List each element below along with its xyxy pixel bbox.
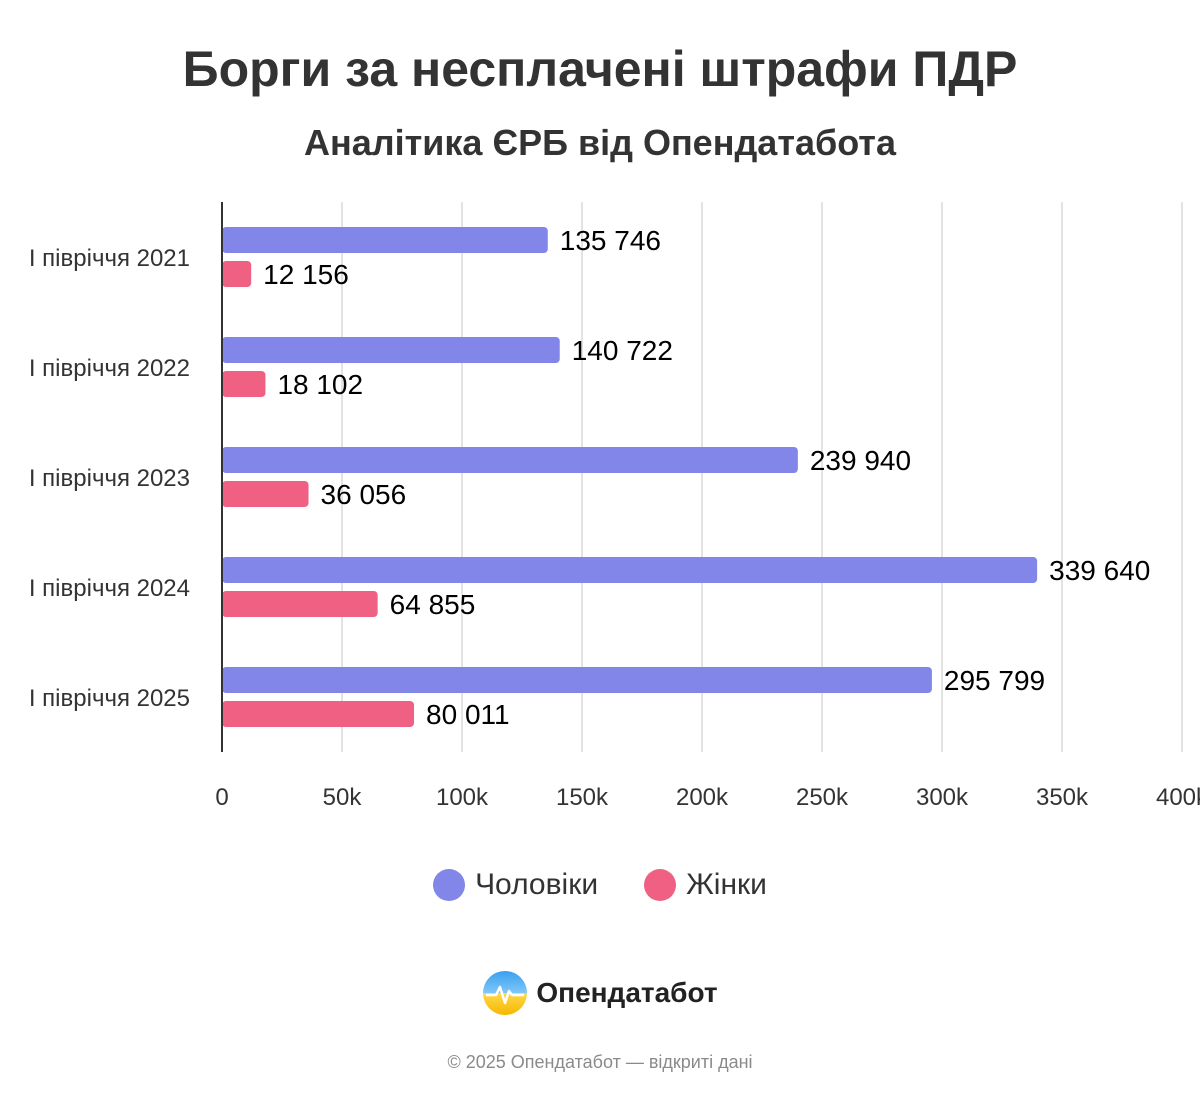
bar-women-2 bbox=[222, 481, 309, 507]
brand-name: Опендатабот bbox=[536, 977, 718, 1008]
x-tick-label-7: 350k bbox=[1036, 784, 1089, 811]
chart-title: Борги за несплачені штрафи ПДР bbox=[182, 41, 1018, 97]
brand: Опендатабот bbox=[0, 970, 1200, 1016]
legend-marker-men bbox=[433, 869, 466, 901]
bar-men-2 bbox=[222, 447, 798, 473]
data-label-women-2: 36 056 bbox=[321, 479, 407, 510]
data-label-men-3: 339 640 bbox=[1049, 555, 1150, 586]
bar-chart: 0 50k 100k 150k 200k 250k 300k 350k 400k І півріч… bbox=[29, 202, 1200, 811]
bar-men-0 bbox=[222, 227, 548, 253]
legend-label-women: Жінки bbox=[686, 868, 767, 901]
x-tick-label-5: 250k bbox=[796, 784, 849, 811]
bar-women-1 bbox=[222, 371, 266, 397]
bar-men-4 bbox=[222, 667, 932, 693]
data-label-women-4: 80 011 bbox=[426, 699, 510, 730]
chart-legend: Чоловіки Жінки bbox=[0, 868, 1200, 902]
category-label-3: І півріччя 2024 bbox=[29, 575, 190, 602]
bar-men-3 bbox=[222, 557, 1038, 583]
x-tick-label-4: 200k bbox=[676, 784, 729, 811]
data-label-women-3: 64 855 bbox=[390, 589, 476, 620]
legend-item-men: Чоловіки bbox=[433, 868, 598, 902]
footer-text: © 2025 Опендатабот — відкриті дані bbox=[447, 1052, 753, 1072]
x-tick-label-0: 0 bbox=[215, 784, 228, 811]
x-tick-label-3: 150k bbox=[556, 784, 609, 811]
legend-item-women: Жінки bbox=[644, 868, 767, 902]
bar-women-4 bbox=[222, 701, 415, 727]
data-label-men-0: 135 746 bbox=[560, 225, 661, 256]
opendatabot-logo-icon bbox=[483, 971, 528, 1015]
data-label-women-1: 18 102 bbox=[277, 369, 363, 400]
category-label-4: І півріччя 2025 bbox=[29, 685, 190, 712]
data-label-men-4: 295 799 bbox=[944, 665, 1045, 696]
bar-women-0 bbox=[222, 261, 252, 287]
legend-label-men: Чоловіки bbox=[475, 868, 599, 901]
x-tick-label-8: 400k bbox=[1156, 784, 1200, 811]
data-label-women-0: 12 156 bbox=[263, 259, 349, 290]
x-tick-label-2: 100k bbox=[436, 784, 489, 811]
legend-marker-women bbox=[644, 869, 677, 901]
x-tick-label-6: 300k bbox=[916, 784, 969, 811]
x-tick-label-1: 50k bbox=[323, 784, 363, 811]
bar-women-3 bbox=[222, 591, 378, 617]
data-label-men-1: 140 722 bbox=[572, 335, 673, 366]
data-label-men-2: 239 940 bbox=[810, 445, 911, 476]
chart-subtitle: Аналітика ЄРБ від Опендатабота bbox=[304, 122, 896, 163]
category-label-2: І півріччя 2023 bbox=[29, 465, 190, 492]
category-label-0: І півріччя 2021 bbox=[29, 245, 190, 272]
category-label-1: І півріччя 2022 bbox=[29, 355, 190, 382]
bar-men-1 bbox=[222, 337, 560, 363]
